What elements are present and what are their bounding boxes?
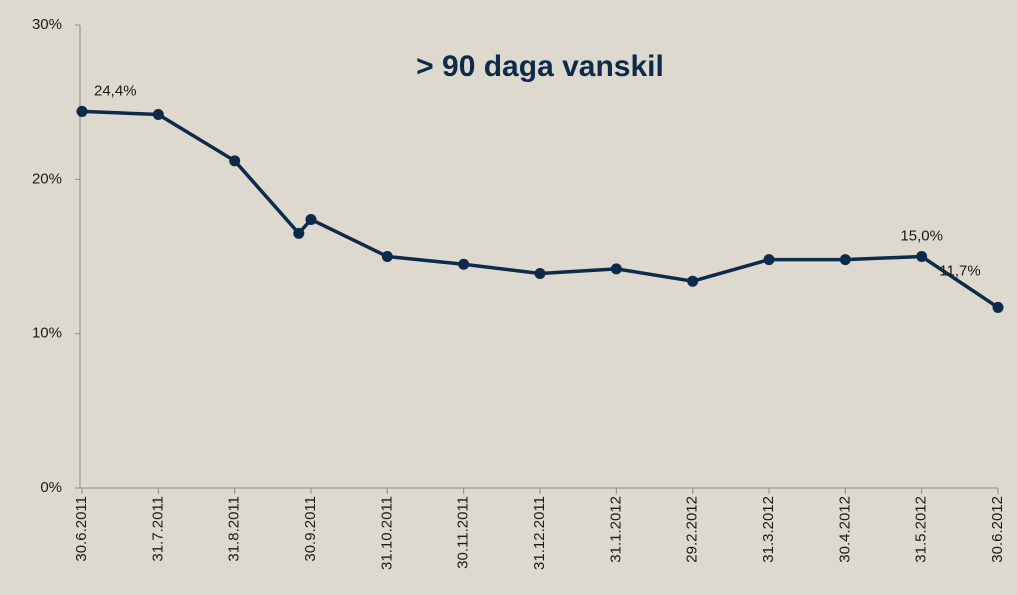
- x-tick-label: 31.12.2011: [531, 496, 548, 570]
- line: [81, 109, 999, 309]
- marker: [76, 105, 88, 117]
- marker: [763, 254, 775, 266]
- x-tick-label: 31.10.2011: [378, 496, 395, 570]
- marker: [293, 227, 305, 239]
- marker: [381, 251, 393, 262]
- marker: [916, 251, 928, 262]
- data-label: 11,7%: [939, 262, 980, 279]
- data-label: 15,0%: [900, 227, 943, 244]
- marker: [305, 213, 317, 225]
- x-tick-label: 30.11.2011: [455, 496, 472, 569]
- x-tick-label: 29.2.2012: [684, 496, 701, 563]
- y-tick-label: 0%: [40, 479, 62, 496]
- y-tick-label: 30%: [32, 16, 62, 33]
- marker: [534, 267, 546, 279]
- x-tick-label: 31.3.2012: [760, 496, 777, 563]
- marker: [152, 109, 164, 121]
- y-tick-label: 10%: [32, 325, 62, 342]
- x-tick-label: 31.8.2011: [226, 496, 243, 562]
- marker: [458, 258, 470, 270]
- x-tick-label: 30.6.2011: [73, 496, 90, 562]
- marker: [992, 301, 1004, 313]
- marker: [839, 254, 851, 266]
- y-tick-label: 20%: [32, 170, 62, 187]
- x-tick-label: 30.6.2012: [989, 496, 1006, 563]
- marker: [687, 275, 699, 287]
- marker: [610, 263, 622, 275]
- chart-title: > 90 daga vanskil: [416, 50, 664, 83]
- x-tick-label: 30.9.2011: [302, 496, 319, 562]
- marker: [229, 155, 241, 167]
- x-tick-label: 31.1.2012: [607, 496, 624, 563]
- x-tick-label: 31.5.2012: [913, 496, 930, 563]
- x-tick-label: 31.7.2011: [149, 496, 166, 562]
- x-tick-label: 30.4.2012: [836, 496, 853, 563]
- data-label: 24,4%: [94, 82, 137, 99]
